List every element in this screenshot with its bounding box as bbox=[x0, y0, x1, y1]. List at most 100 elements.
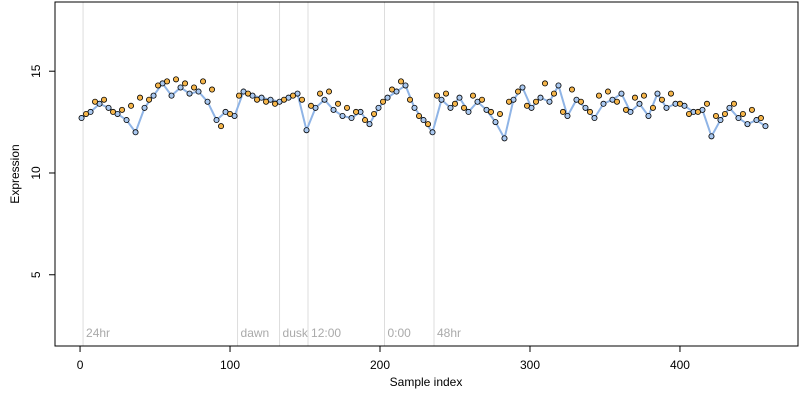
annotation-label: 0:00 bbox=[388, 326, 412, 340]
data-point bbox=[254, 96, 261, 103]
data-point bbox=[132, 129, 139, 136]
data-point bbox=[447, 104, 454, 111]
data-point bbox=[389, 86, 396, 93]
data-point bbox=[712, 112, 719, 119]
data-point bbox=[451, 100, 458, 107]
data-point bbox=[348, 115, 355, 122]
data-point bbox=[245, 90, 252, 97]
y-axis-label: Expression bbox=[8, 144, 22, 203]
data-point bbox=[433, 92, 440, 99]
data-point bbox=[726, 104, 733, 111]
data-point bbox=[762, 123, 769, 130]
data-point bbox=[407, 96, 414, 103]
data-point bbox=[663, 104, 670, 111]
data-point bbox=[141, 104, 148, 111]
data-point bbox=[532, 98, 539, 105]
data-point bbox=[182, 80, 189, 87]
annotation-label: 48hr bbox=[437, 326, 461, 340]
data-point bbox=[649, 104, 656, 111]
data-point bbox=[78, 115, 85, 122]
data-point bbox=[155, 82, 162, 89]
x-tick-label: 200 bbox=[370, 358, 390, 372]
data-point bbox=[631, 94, 638, 101]
data-point bbox=[105, 104, 112, 111]
data-point bbox=[703, 100, 710, 107]
data-point bbox=[618, 90, 625, 97]
data-point bbox=[721, 110, 728, 117]
data-point bbox=[150, 92, 157, 99]
data-point bbox=[281, 96, 288, 103]
data-point bbox=[420, 117, 427, 124]
data-point bbox=[200, 78, 207, 85]
data-point bbox=[375, 104, 382, 111]
x-tick-label: 100 bbox=[220, 358, 240, 372]
data-point bbox=[730, 100, 737, 107]
data-point bbox=[173, 76, 180, 83]
data-point bbox=[568, 86, 575, 93]
data-point bbox=[344, 104, 351, 111]
data-point bbox=[371, 110, 378, 117]
data-point bbox=[676, 100, 683, 107]
data-point bbox=[339, 112, 346, 119]
data-point bbox=[317, 90, 324, 97]
data-point bbox=[164, 78, 171, 85]
data-point bbox=[550, 90, 557, 97]
data-point bbox=[613, 98, 620, 105]
data-point bbox=[591, 115, 598, 122]
data-point bbox=[213, 117, 220, 124]
data-point bbox=[236, 92, 243, 99]
data-point bbox=[272, 100, 279, 107]
data-point bbox=[263, 98, 270, 105]
series-line bbox=[80, 81, 767, 142]
data-point bbox=[186, 90, 193, 97]
data-point bbox=[303, 127, 310, 134]
data-point bbox=[469, 92, 476, 99]
annotation-label: dusk bbox=[283, 326, 309, 340]
data-point bbox=[640, 92, 647, 99]
data-point bbox=[290, 92, 297, 99]
data-point bbox=[708, 133, 715, 140]
data-point bbox=[595, 92, 602, 99]
data-point bbox=[416, 112, 423, 119]
data-point bbox=[101, 96, 108, 103]
data-point bbox=[564, 112, 571, 119]
annotation-label: dawn bbox=[241, 326, 270, 340]
data-point bbox=[308, 102, 315, 109]
data-point bbox=[321, 96, 328, 103]
data-point bbox=[398, 78, 405, 85]
data-point bbox=[195, 88, 202, 95]
plot-frame bbox=[54, 1, 799, 347]
data-point bbox=[456, 94, 463, 101]
data-point bbox=[191, 84, 198, 91]
data-point bbox=[541, 80, 548, 87]
data-point bbox=[694, 108, 701, 115]
data-point bbox=[645, 112, 652, 119]
data-point bbox=[429, 129, 436, 136]
data-point bbox=[330, 106, 337, 113]
data-point bbox=[757, 115, 764, 122]
data-point bbox=[555, 82, 562, 89]
x-tick-label: 0 bbox=[77, 358, 84, 372]
data-point bbox=[411, 104, 418, 111]
data-point bbox=[128, 102, 135, 109]
data-point bbox=[366, 121, 373, 128]
data-point bbox=[384, 94, 391, 101]
x-axis-label: Sample index bbox=[390, 375, 463, 389]
data-point bbox=[519, 84, 526, 91]
data-point bbox=[501, 135, 508, 142]
data-point bbox=[335, 100, 342, 107]
data-point bbox=[717, 117, 724, 124]
data-point bbox=[537, 94, 544, 101]
y-tick-label: 10 bbox=[29, 166, 43, 180]
data-point bbox=[168, 92, 175, 99]
data-point bbox=[654, 90, 661, 97]
data-point bbox=[487, 108, 494, 115]
data-point bbox=[119, 106, 126, 113]
data-point bbox=[438, 96, 445, 103]
x-tick-label: 300 bbox=[520, 358, 540, 372]
data-point bbox=[636, 100, 643, 107]
data-point bbox=[137, 94, 144, 101]
data-point bbox=[739, 110, 746, 117]
data-point bbox=[586, 108, 593, 115]
